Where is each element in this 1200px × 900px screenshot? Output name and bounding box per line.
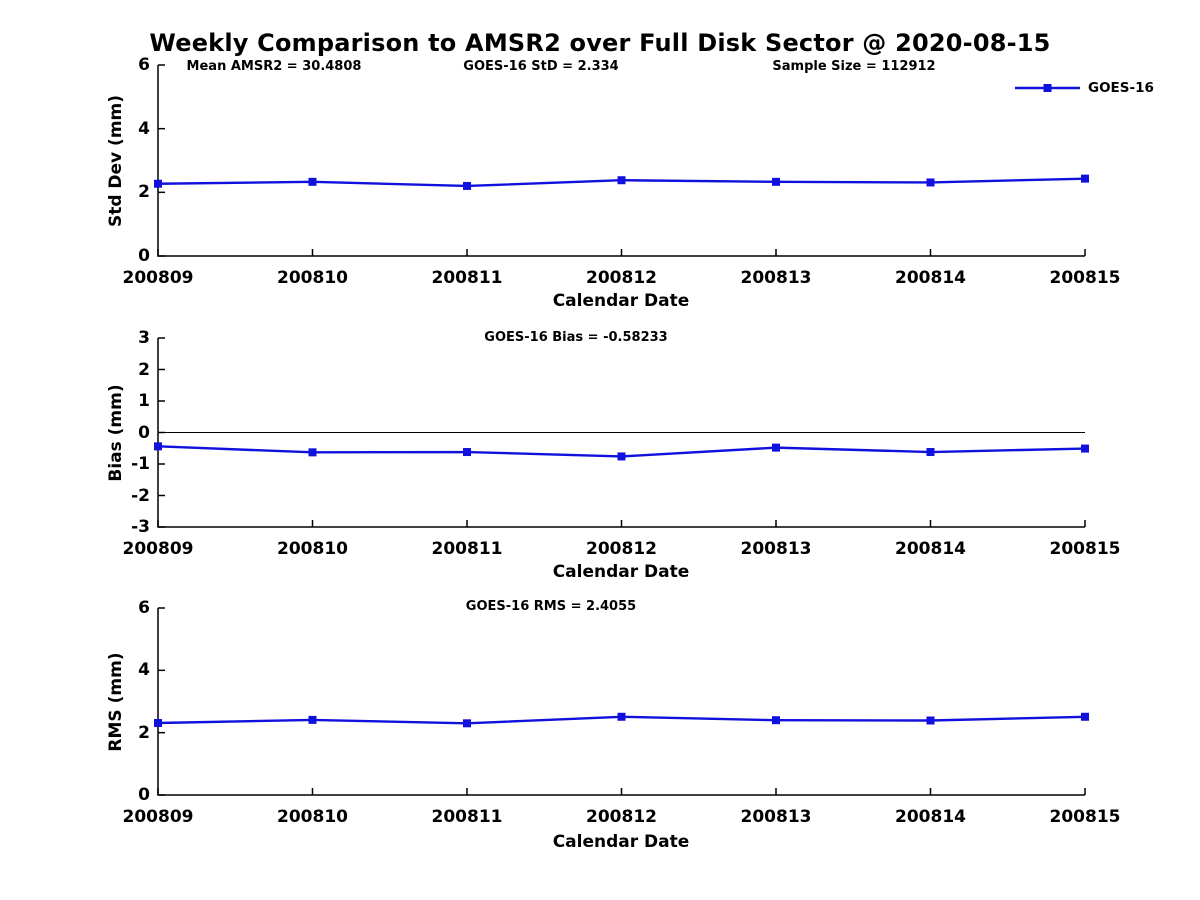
y-tick-label: 2 — [138, 182, 150, 203]
x-axis-label: Calendar Date — [552, 562, 690, 582]
x-tick-label: 200815 — [1049, 539, 1121, 559]
annotation: Sample Size = 112912 — [772, 59, 936, 74]
annotation: GOES-16 StD = 2.334 — [463, 59, 619, 74]
y-tick-label: 2 — [138, 722, 150, 743]
y-tick-label: 4 — [138, 118, 150, 139]
data-marker — [154, 179, 162, 188]
x-tick-label: 200811 — [431, 807, 503, 827]
y-tick-label: 2 — [138, 359, 150, 380]
x-tick-label: 200813 — [740, 539, 812, 559]
x-tick-label: 200811 — [431, 268, 503, 288]
x-tick-label: 200809 — [122, 268, 194, 288]
axis-spine — [157, 608, 1085, 796]
data-marker — [926, 178, 935, 187]
data-marker — [926, 716, 935, 725]
annotation: GOES-16 Bias = -0.58233 — [484, 330, 668, 345]
data-marker — [463, 181, 471, 190]
y-axis-label: RMS (mm) — [106, 651, 126, 752]
annotation: GOES-16 RMS = 2.4055 — [465, 599, 637, 614]
data-marker — [1081, 444, 1089, 453]
x-tick-label: 200810 — [277, 268, 348, 288]
data-marker — [617, 452, 626, 461]
figure-title: Weekly Comparison to AMSR2 over Full Dis… — [149, 29, 1051, 57]
y-tick-label: 0 — [138, 422, 150, 443]
data-marker — [463, 719, 471, 728]
data-marker — [154, 719, 162, 728]
data-marker — [617, 176, 626, 185]
x-tick-label: 200813 — [740, 268, 812, 288]
data-marker — [1081, 174, 1089, 183]
y-tick-label: 3 — [138, 328, 150, 348]
y-tick-label: -3 — [131, 517, 150, 537]
data-marker — [926, 448, 935, 457]
rms-chart — [154, 607, 1089, 796]
data-marker — [308, 177, 317, 186]
x-tick-label: 200815 — [1049, 807, 1121, 827]
x-tick-label: 200812 — [586, 268, 657, 288]
x-tick-label: 200812 — [586, 807, 657, 827]
data-marker — [772, 716, 780, 725]
y-axis-label: Bias (mm) — [106, 383, 126, 482]
x-axis-label: Calendar Date — [552, 291, 690, 311]
data-marker — [154, 442, 162, 451]
y-axis-label: Std Dev (mm) — [106, 94, 126, 227]
x-tick-label: 200814 — [895, 268, 966, 288]
y-tick-label: -2 — [131, 485, 150, 506]
data-marker — [772, 443, 780, 452]
x-tick-label: 200810 — [277, 539, 348, 559]
legend-label: GOES-16 — [1088, 80, 1154, 96]
data-marker — [772, 177, 780, 186]
legend-marker — [1043, 84, 1052, 92]
y-tick-label: 6 — [138, 598, 150, 618]
data-marker — [308, 715, 317, 724]
std-dev-chart — [154, 64, 1089, 257]
x-tick-label: 200809 — [122, 539, 194, 559]
data-marker — [1081, 712, 1089, 721]
data-marker — [463, 448, 471, 457]
x-tick-label: 200811 — [431, 539, 503, 559]
x-tick-label: 200809 — [122, 807, 194, 827]
annotation: Mean AMSR2 = 30.4808 — [186, 59, 362, 74]
x-tick-label: 200815 — [1049, 268, 1121, 288]
y-tick-label: 0 — [138, 785, 150, 805]
data-marker — [617, 712, 626, 721]
x-tick-label: 200812 — [586, 539, 657, 559]
y-tick-label: 1 — [138, 391, 150, 411]
x-axis-label: Calendar Date — [552, 832, 690, 852]
x-tick-label: 200813 — [740, 807, 812, 827]
data-marker — [308, 448, 317, 457]
axis-spine — [157, 65, 1085, 257]
x-tick-label: 200810 — [277, 807, 348, 827]
y-tick-label: -1 — [131, 454, 150, 474]
bias-chart — [154, 337, 1089, 528]
y-tick-label: 0 — [138, 246, 150, 266]
x-tick-label: 200814 — [895, 807, 966, 827]
y-tick-label: 4 — [138, 660, 150, 681]
x-tick-label: 200814 — [895, 539, 966, 559]
y-tick-label: 6 — [138, 55, 150, 75]
